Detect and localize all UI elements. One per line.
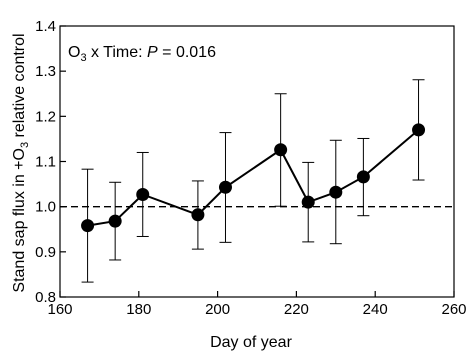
data-point — [412, 123, 426, 137]
y-tick-label: 1.2 — [35, 108, 56, 125]
series-line — [87, 129, 420, 227]
y-tick-label: 1.3 — [35, 63, 56, 80]
data-point — [329, 185, 343, 199]
data-point — [301, 195, 315, 209]
x-tick-label: 240 — [363, 301, 388, 318]
data-point — [218, 180, 232, 194]
data-point — [108, 214, 122, 228]
x-tick-label: 260 — [441, 301, 466, 318]
chart-ticks — [59, 25, 455, 298]
data-point — [274, 143, 288, 157]
error-bars — [81, 79, 425, 283]
data-points — [81, 123, 426, 233]
stat-annotation: O3 x Time: P = 0.016 — [68, 44, 216, 64]
data-point — [191, 208, 205, 222]
y-tick-label: 1.4 — [35, 18, 56, 35]
data-point — [136, 187, 150, 201]
y-tick-label: 0.9 — [35, 244, 56, 261]
x-axis-title: Day of year — [210, 334, 292, 351]
y-axis-title: Stand sap flux in +O3 relative control — [11, 33, 31, 292]
data-point — [356, 170, 370, 184]
y-tick-label: 1.0 — [35, 199, 56, 216]
x-tick-label: 220 — [284, 301, 309, 318]
x-tick-label: 200 — [205, 301, 230, 318]
x-tick-label: 160 — [47, 301, 72, 318]
data-point — [81, 219, 95, 233]
x-tick-label: 180 — [126, 301, 151, 318]
y-tick-label: 1.1 — [35, 154, 56, 171]
y-tick-label: 0.8 — [35, 289, 56, 306]
tick-labels: 160 180 200 220 240 260 0.8 0.9 1.0 1.1 1.2 1.3 1.4 — [35, 18, 466, 318]
plot-frame — [59, 25, 455, 298]
